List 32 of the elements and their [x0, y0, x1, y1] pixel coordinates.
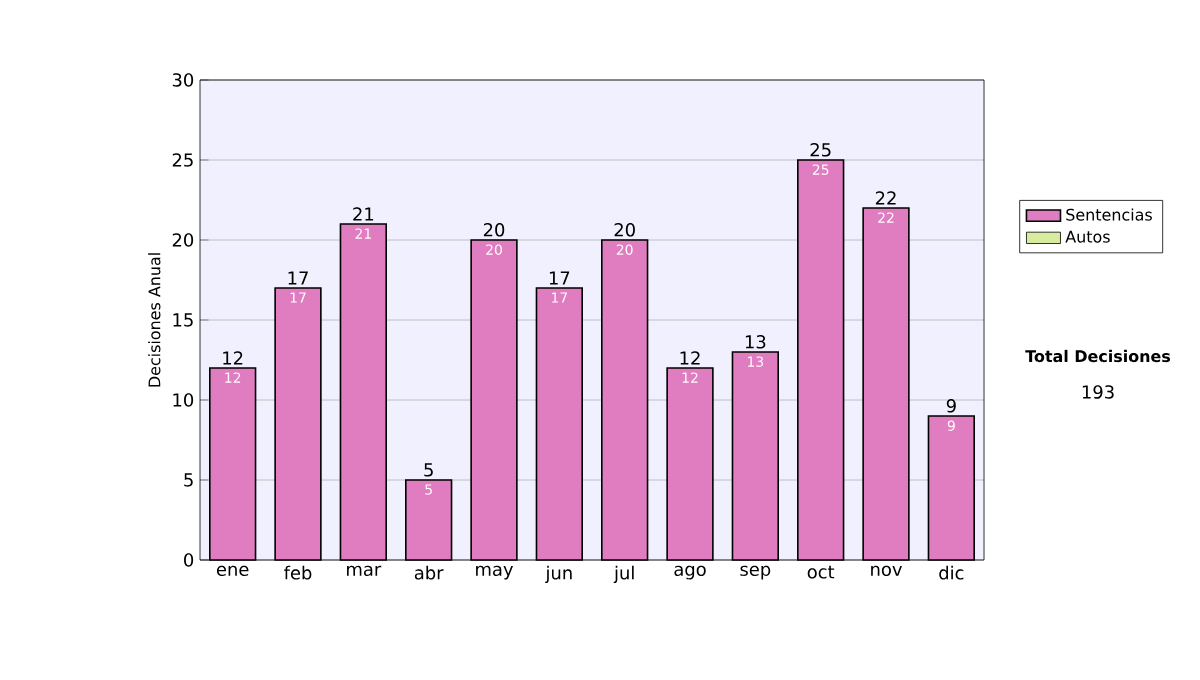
total-label: 21: [353, 207, 374, 221]
text: 193: [1082, 385, 1114, 399]
total-label: 25: [810, 143, 831, 157]
total-label: 12: [223, 351, 243, 365]
total-label: 20: [614, 223, 635, 237]
y-tick-label: 5: [184, 473, 193, 487]
x-tick-label: nov: [871, 565, 902, 576]
x-tick-label: jul: [613, 565, 634, 584]
x-tick-label: oct: [807, 565, 835, 579]
total-label: 17: [288, 271, 308, 285]
y-tick-label: 0: [184, 553, 194, 567]
total-label: 20: [483, 223, 505, 237]
x-tick-label: ago: [674, 565, 706, 580]
x-tick-label: dic: [939, 565, 964, 580]
x-tick-label: mar: [347, 565, 382, 576]
total-label: 13: [745, 335, 766, 349]
x-tick-label: ene: [216, 565, 249, 576]
total-label: 5: [424, 463, 433, 477]
x-tick-label: jun: [545, 565, 572, 584]
y-tick-label: 30: [172, 73, 194, 87]
y-tick-label: 15: [173, 313, 193, 327]
y-tick-label: 10: [173, 393, 194, 407]
x-tick-label: abr: [414, 565, 444, 580]
x-tick-label: may: [476, 565, 514, 580]
y-tick-label: 25: [172, 153, 193, 167]
total-label: 12: [680, 351, 700, 365]
x-tick-label: sep: [740, 565, 771, 580]
y-tick-label: 20: [172, 233, 194, 247]
x-tick-label: feb: [284, 565, 312, 580]
total-label: 22: [875, 191, 896, 205]
total-label: 9: [946, 399, 956, 413]
total-label: 17: [549, 271, 570, 285]
